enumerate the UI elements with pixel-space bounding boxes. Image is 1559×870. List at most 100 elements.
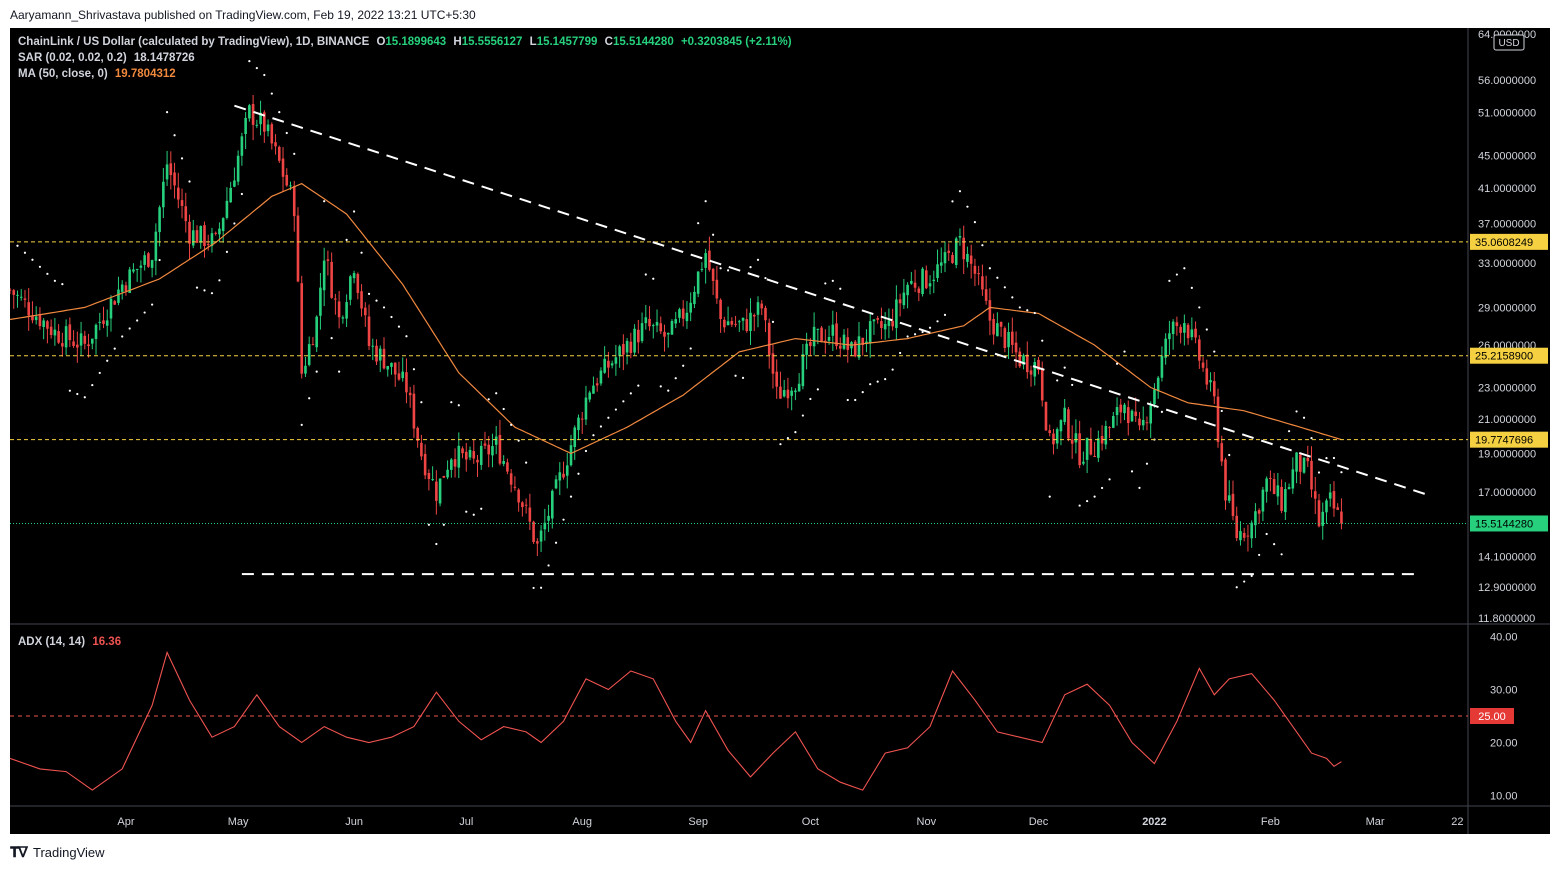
chart-frame[interactable]: 64.000000056.000000051.000000045.0000000…: [10, 28, 1550, 834]
candle-body: [143, 255, 146, 265]
candle-body: [311, 344, 315, 346]
candle-body: [1212, 381, 1216, 397]
price-tick-label: 17.0000000: [1478, 487, 1536, 499]
sar-dot: [1258, 553, 1261, 557]
candle-body: [895, 299, 898, 328]
candle-body: [1093, 455, 1096, 457]
last-price-tag: [1470, 515, 1548, 532]
candle-body: [1216, 396, 1220, 442]
candle-body: [977, 273, 980, 275]
candle-body: [947, 250, 951, 253]
sar-dot: [943, 313, 947, 316]
candle-body: [326, 259, 330, 261]
sar-dot: [913, 333, 917, 336]
candle-body: [764, 307, 767, 321]
candle-body: [779, 386, 782, 399]
level-tag-label: 19.7747696: [1475, 435, 1533, 447]
candle-body: [984, 289, 988, 301]
candle-body: [483, 443, 487, 446]
sar-dot: [233, 222, 236, 225]
sar-dot: [1190, 286, 1193, 289]
sar-dot: [158, 258, 161, 262]
candle-body: [1063, 407, 1066, 422]
candle-body: [420, 442, 423, 457]
candle-body: [670, 321, 674, 335]
sar-dot: [637, 384, 640, 387]
time-tick-label: Jul: [459, 816, 473, 828]
candle-body: [865, 341, 868, 344]
sar-dot: [936, 320, 939, 323]
level-tag: [1470, 431, 1548, 448]
sar-dot: [749, 266, 752, 269]
level-tag-label: 25.2158900: [1475, 351, 1533, 363]
price-tick-label: 23.0000000: [1478, 382, 1536, 394]
sar-dot: [68, 389, 71, 392]
candle-body: [614, 357, 618, 364]
time-tick-label: Aug: [572, 816, 592, 828]
candle-body: [1070, 439, 1074, 444]
candle-body: [509, 473, 513, 485]
sar-dot: [771, 320, 775, 323]
candle-body: [868, 321, 872, 344]
sar-dot: [1213, 350, 1216, 353]
candle-body: [809, 341, 812, 346]
candle-body: [393, 362, 397, 375]
candle-body: [457, 445, 461, 468]
candle-body: [966, 253, 969, 262]
candle-body: [356, 273, 360, 293]
sar-dot: [1033, 311, 1036, 315]
candle-body: [1295, 452, 1298, 472]
candle-body: [543, 522, 547, 530]
candle-body: [607, 360, 610, 368]
candle-body: [364, 307, 367, 316]
candle-body: [42, 320, 45, 328]
candle-body: [206, 243, 210, 245]
sar-dot: [1130, 470, 1134, 473]
legend-change: +0.3203845 (+2.11%): [680, 36, 792, 48]
candle-body: [315, 316, 318, 348]
sar-dot: [323, 200, 326, 203]
sar-dot: [1325, 457, 1328, 460]
candle-body: [827, 337, 831, 341]
candle-body: [214, 232, 217, 234]
sar-dot: [824, 282, 827, 285]
candle-body: [105, 320, 109, 326]
sar-dot: [188, 180, 191, 183]
sar-dot: [412, 368, 416, 371]
time-tick-label: Oct: [802, 816, 819, 828]
candle-body: [334, 298, 337, 300]
candle-body: [263, 112, 266, 132]
sar-dot: [360, 251, 363, 254]
candle-body: [292, 186, 296, 217]
sar-dot: [472, 513, 475, 516]
sar-dot: [1205, 328, 1208, 331]
sar-dot: [1228, 453, 1231, 457]
sar-dot: [1018, 306, 1021, 309]
sar-dot: [38, 265, 42, 268]
candle-body: [1059, 420, 1063, 432]
candle-body: [528, 507, 532, 522]
candle-body: [296, 215, 300, 282]
sar-dot: [697, 222, 700, 225]
sar-dot: [285, 131, 288, 135]
adx-label: ADX (14, 14): [18, 636, 86, 648]
candle-body: [674, 319, 678, 324]
sar-dot: [629, 392, 632, 395]
currency-badge: [1493, 34, 1525, 51]
sar-dot: [1078, 504, 1081, 507]
candle-body: [943, 252, 947, 264]
candle-body: [771, 353, 775, 374]
candle-body: [711, 268, 715, 281]
candle-body: [554, 479, 558, 489]
sar-dot: [667, 389, 670, 392]
candle-body: [150, 260, 154, 268]
candle-body: [337, 301, 341, 318]
candle-body: [173, 172, 176, 186]
candle-body: [524, 504, 528, 506]
sar-dot: [1026, 309, 1029, 312]
chart-canvas[interactable]: 64.000000056.000000051.000000045.0000000…: [10, 28, 1550, 834]
legend-symbol: ChainLink / US Dollar (calculated by Tra…: [18, 36, 370, 48]
candle-body: [154, 231, 158, 261]
footer-brand: TradingView: [32, 845, 105, 860]
candle-body: [1044, 402, 1048, 431]
